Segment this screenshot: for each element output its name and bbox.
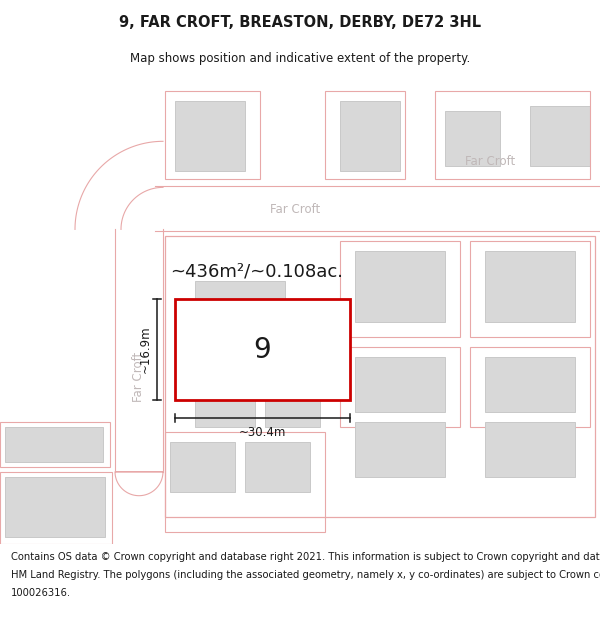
Bar — [165, 236, 595, 517]
Text: HM Land Registry. The polygons (including the associated geometry, namely x, y c: HM Land Registry. The polygons (includin… — [11, 570, 600, 580]
Text: ~30.4m: ~30.4m — [239, 426, 286, 439]
Bar — [470, 241, 590, 336]
Bar — [340, 101, 400, 171]
Bar — [195, 281, 285, 382]
Bar — [245, 442, 310, 492]
Polygon shape — [75, 141, 163, 229]
Bar — [5, 427, 103, 462]
Bar — [265, 397, 320, 427]
Bar — [115, 229, 163, 472]
Bar — [485, 422, 575, 477]
Text: Far Croft: Far Croft — [133, 351, 146, 402]
Bar — [530, 106, 590, 166]
Bar — [355, 251, 445, 321]
Bar — [485, 251, 575, 321]
Bar — [485, 356, 575, 412]
Text: Map shows position and indicative extent of the property.: Map shows position and indicative extent… — [130, 52, 470, 65]
Bar — [340, 346, 460, 427]
Bar — [165, 432, 325, 532]
Bar — [195, 392, 255, 427]
Bar — [435, 91, 590, 179]
Text: 100026316.: 100026316. — [11, 588, 71, 598]
Bar — [175, 101, 245, 171]
Text: ~16.9m: ~16.9m — [139, 326, 152, 373]
Bar — [5, 477, 105, 537]
Text: Far Croft: Far Croft — [465, 155, 515, 168]
Bar — [470, 346, 590, 427]
Bar — [175, 299, 350, 399]
Bar — [355, 422, 445, 477]
Bar — [0, 422, 110, 467]
Text: 9, FAR CROFT, BREASTON, DERBY, DE72 3HL: 9, FAR CROFT, BREASTON, DERBY, DE72 3HL — [119, 15, 481, 30]
Text: ~436m²/~0.108ac.: ~436m²/~0.108ac. — [170, 262, 343, 281]
Text: Far Croft: Far Croft — [270, 203, 320, 216]
Bar — [0, 186, 600, 231]
Polygon shape — [115, 472, 163, 496]
Bar — [355, 356, 445, 412]
Bar — [170, 442, 235, 492]
Text: 9: 9 — [254, 336, 271, 364]
Bar — [165, 91, 260, 179]
Text: Contains OS data © Crown copyright and database right 2021. This information is : Contains OS data © Crown copyright and d… — [11, 552, 600, 562]
Bar — [325, 91, 405, 179]
Bar — [445, 111, 500, 166]
Bar — [0, 472, 112, 544]
Bar — [340, 241, 460, 336]
